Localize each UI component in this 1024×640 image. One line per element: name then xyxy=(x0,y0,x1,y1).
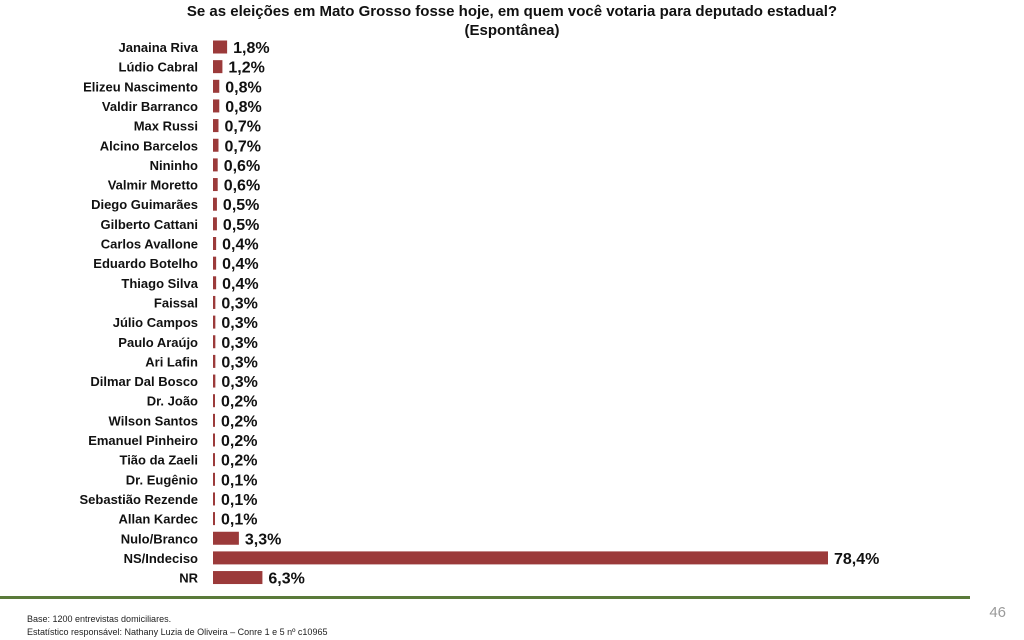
category-label: Allan Kardec xyxy=(119,512,198,527)
value-label: 6,3% xyxy=(268,571,304,588)
category-label: Júlio Campos xyxy=(113,315,198,330)
footer-divider xyxy=(0,596,970,599)
category-label: Thiago Silva xyxy=(121,276,198,291)
value-label: 0,5% xyxy=(223,217,259,234)
bar xyxy=(213,237,217,250)
value-label: 0,2% xyxy=(221,413,257,430)
bar xyxy=(213,276,217,290)
value-label: 0,7% xyxy=(224,119,260,136)
category-label: Faissal xyxy=(154,295,198,310)
value-label: 0,2% xyxy=(221,453,257,470)
category-label: Paulo Araújo xyxy=(118,335,198,350)
bar xyxy=(213,178,218,192)
bar xyxy=(213,60,223,74)
category-label: Dr. João xyxy=(147,394,198,409)
category-label: Alcino Barcelos xyxy=(100,138,198,153)
bar xyxy=(213,512,215,526)
value-label: 1,2% xyxy=(228,60,264,77)
footer-base-note: Base: 1200 entrevistas domiciliares. xyxy=(27,614,172,624)
footer-statistician-note: Estatístico responsável: Nathany Luzia d… xyxy=(27,627,328,637)
bar xyxy=(213,394,215,408)
bar xyxy=(213,492,215,506)
bar xyxy=(213,374,216,388)
value-label: 0,1% xyxy=(221,472,257,489)
page-number: 46 xyxy=(989,604,1006,621)
bar xyxy=(213,472,215,486)
category-label: Emanuel Pinheiro xyxy=(88,433,198,448)
bar xyxy=(213,158,218,172)
bar xyxy=(213,354,216,368)
category-label: Nulo/Branco xyxy=(121,531,198,546)
category-label: Janaina Riva xyxy=(119,40,199,55)
category-label: Carlos Avallone xyxy=(101,237,198,252)
category-label: Dilmar Dal Bosco xyxy=(90,374,198,389)
bar xyxy=(213,531,239,545)
value-label: 0,3% xyxy=(221,354,257,371)
value-label: 0,1% xyxy=(221,512,257,529)
category-label: NS/Indeciso xyxy=(124,551,198,566)
bar xyxy=(213,295,216,309)
bar xyxy=(213,433,215,447)
value-label: 0,2% xyxy=(221,394,257,411)
value-label: 0,4% xyxy=(222,237,258,254)
bar xyxy=(213,40,228,54)
bar xyxy=(213,217,217,231)
bar xyxy=(213,256,217,270)
category-label: Valmir Moretto xyxy=(108,178,198,193)
value-label: 0,6% xyxy=(224,158,260,175)
value-label: 0,3% xyxy=(221,295,257,312)
bar xyxy=(213,453,215,467)
chart-subtitle: (Espontânea) xyxy=(464,22,560,39)
value-label: 3,3% xyxy=(245,531,281,548)
value-label: 0,4% xyxy=(222,276,258,293)
bar xyxy=(213,99,220,113)
chart-title: Se as eleições em Mato Grosso fosse hoje… xyxy=(186,3,838,20)
value-label: 0,3% xyxy=(221,374,257,391)
category-label: Nininho xyxy=(150,158,198,173)
category-label: Diego Guimarães xyxy=(91,197,198,212)
bar xyxy=(213,413,215,427)
value-label: 0,5% xyxy=(223,197,259,214)
value-label: 78,4% xyxy=(834,551,879,568)
bar xyxy=(213,571,263,585)
category-label: Sebastião Rezende xyxy=(80,492,199,507)
category-label: NR xyxy=(179,571,198,586)
category-label: Valdir Barranco xyxy=(102,99,198,114)
bar xyxy=(213,551,828,565)
bar xyxy=(213,315,216,329)
bar xyxy=(213,79,220,93)
bar xyxy=(213,197,217,211)
category-label: Tião da Zaeli xyxy=(119,453,198,468)
category-label: Ari Lafin xyxy=(145,354,198,369)
bar xyxy=(213,335,216,349)
value-label: 0,3% xyxy=(221,335,257,352)
category-label: Elizeu Nascimento xyxy=(83,79,198,94)
value-label: 0,7% xyxy=(224,138,260,155)
bar-chart: Janaina Riva 1,8% Lúdio Cabral 1,2% Elizeu N… xyxy=(80,40,880,588)
category-label: Gilberto Cattani xyxy=(100,217,198,232)
value-label: 0,2% xyxy=(221,433,257,450)
category-label: Lúdio Cabral xyxy=(119,60,198,75)
value-label: 0,8% xyxy=(225,99,261,116)
value-label: 0,3% xyxy=(221,315,257,332)
bar xyxy=(213,119,219,133)
category-label: Wilson Santos xyxy=(109,413,198,428)
bar xyxy=(213,138,219,152)
value-label: 0,4% xyxy=(222,256,258,273)
value-label: 0,1% xyxy=(221,492,257,509)
value-label: 1,8% xyxy=(233,40,269,57)
category-label: Max Russi xyxy=(134,119,198,134)
category-label: Dr. Eugênio xyxy=(126,472,198,487)
value-label: 0,6% xyxy=(224,178,260,195)
category-label: Eduardo Botelho xyxy=(93,256,198,271)
value-label: 0,8% xyxy=(225,79,261,96)
